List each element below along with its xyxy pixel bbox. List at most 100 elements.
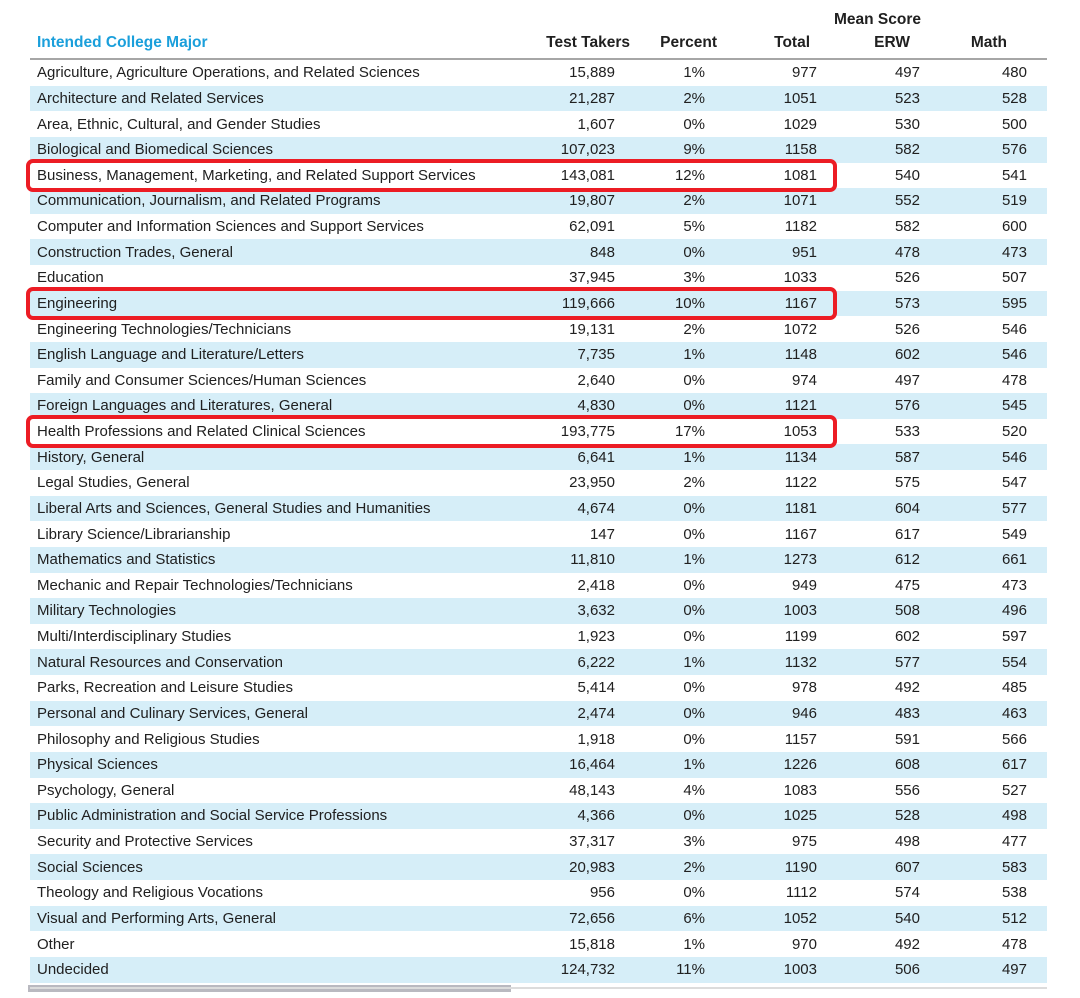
table-row: Social Sciences 20,983 2% 1190 607 583 [30, 854, 1047, 880]
table-row: Engineering Technologies/Technicians 19,… [30, 316, 1047, 342]
major-cell: Liberal Arts and Sciences, General Studi… [37, 499, 431, 517]
major-cell: Computer and Information Sciences and Su… [37, 218, 424, 236]
column-header-test-takers: Test Takers [546, 34, 630, 51]
test-takers-cell: 6,222 [577, 653, 615, 671]
math-cell: 597 [1001, 628, 1027, 646]
erw-cell: 602 [894, 628, 920, 646]
total-cell: 1122 [784, 474, 817, 492]
percent-cell: 10% [674, 294, 705, 312]
table-row: Construction Trades, General 848 0% 951 … [30, 239, 1047, 265]
table-row: Communication, Journalism, and Related P… [30, 188, 1047, 214]
major-cell: Personal and Culinary Services, General [37, 704, 308, 722]
percent-cell: 3% [683, 269, 705, 287]
major-cell: Business, Management, Marketing, and Rel… [37, 166, 476, 184]
erw-cell: 576 [894, 397, 920, 415]
test-takers-cell: 2,640 [577, 371, 615, 389]
column-header-total: Total [774, 34, 810, 51]
math-cell: 478 [1001, 935, 1027, 953]
test-takers-cell: 107,023 [560, 141, 615, 159]
erw-cell: 526 [894, 269, 920, 287]
erw-cell: 575 [894, 474, 920, 492]
test-takers-cell: 3,632 [577, 602, 615, 620]
erw-cell: 478 [894, 243, 920, 261]
major-cell: Education [37, 269, 104, 287]
total-cell: 1003 [783, 602, 817, 620]
percent-cell: 1% [683, 448, 705, 466]
table-row: Architecture and Related Services 21,287… [30, 85, 1047, 112]
percent-cell: 6% [683, 909, 705, 927]
math-cell: 541 [1001, 166, 1027, 184]
total-cell: 1132 [784, 653, 817, 671]
erw-cell: 617 [894, 525, 920, 543]
total-cell: 1190 [784, 858, 817, 876]
test-takers-cell: 2,474 [577, 704, 615, 722]
erw-cell: 602 [894, 346, 920, 364]
major-cell: Undecided [37, 961, 109, 979]
erw-cell: 556 [894, 781, 920, 799]
column-header-row: Intended College Major Test Takers Perce… [30, 31, 1047, 60]
table-row: Philosophy and Religious Studies 1,918 0… [30, 726, 1047, 752]
mean-score-group-header: Mean Score [833, 11, 921, 28]
test-takers-cell: 48,143 [569, 781, 615, 799]
erw-cell: 582 [894, 141, 920, 159]
math-cell: 566 [1001, 730, 1027, 748]
test-takers-cell: 147 [589, 525, 615, 543]
major-cell: Social Sciences [37, 858, 143, 876]
total-cell: 1052 [783, 909, 817, 927]
math-cell: 497 [1001, 961, 1027, 979]
column-header-math: Math [970, 34, 1007, 51]
major-cell: Mathematics and Statistics [37, 551, 216, 569]
table-row: Agriculture, Agriculture Operations, and… [30, 60, 1047, 86]
test-takers-cell: 848 [589, 243, 615, 261]
percent-cell: 2% [683, 858, 705, 876]
math-cell: 547 [1001, 474, 1027, 492]
math-cell: 546 [1001, 448, 1027, 466]
erw-cell: 552 [894, 192, 920, 210]
total-cell: 1112 [785, 884, 817, 902]
major-cell: Psychology, General [37, 781, 175, 799]
percent-cell: 11% [676, 961, 705, 979]
major-cell: Multi/Interdisciplinary Studies [37, 628, 232, 646]
total-cell: 1148 [784, 346, 817, 364]
table-row: Computer and Information Sciences and Su… [30, 214, 1047, 240]
math-cell: 528 [1001, 89, 1027, 107]
math-cell: 512 [1001, 909, 1027, 927]
total-cell: 1053 [783, 423, 817, 441]
math-cell: 477 [1001, 833, 1027, 851]
test-takers-cell: 21,287 [569, 89, 615, 107]
erw-cell: 508 [894, 602, 920, 620]
percent-cell: 9% [683, 141, 705, 159]
math-cell: 554 [1001, 653, 1027, 671]
major-cell: Public Administration and Social Service… [37, 807, 388, 825]
table-row: Public Administration and Social Service… [30, 803, 1047, 829]
total-cell: 977 [791, 64, 817, 82]
test-takers-cell: 2,418 [577, 576, 615, 594]
percent-cell: 0% [683, 371, 705, 389]
major-cell: Theology and Religious Vocations [37, 884, 263, 902]
table-row: Mathematics and Statistics 11,810 1% 127… [30, 546, 1047, 573]
major-cell: Foreign Languages and Literatures, Gener… [37, 397, 333, 415]
percent-cell: 1% [683, 653, 705, 671]
percent-cell: 2% [683, 89, 705, 107]
percent-cell: 1% [683, 346, 705, 364]
erw-cell: 604 [894, 499, 920, 517]
college-major-table: Mean Score Intended College Major Test T… [26, 0, 1047, 983]
total-cell: 1167 [784, 525, 817, 543]
total-cell: 1199 [784, 628, 817, 646]
test-takers-cell: 7,735 [577, 346, 615, 364]
erw-cell: 497 [894, 371, 920, 389]
erw-cell: 577 [894, 653, 920, 671]
table-bottom-border [30, 987, 1047, 989]
table-row: Business, Management, Marketing, and Rel… [26, 159, 1047, 192]
math-cell: 519 [1001, 192, 1027, 210]
test-takers-cell: 23,950 [569, 474, 615, 492]
test-takers-cell: 4,674 [577, 499, 615, 517]
erw-cell: 582 [894, 218, 920, 236]
total-cell: 1157 [784, 730, 817, 748]
test-takers-cell: 5,414 [577, 679, 615, 697]
major-cell: Mechanic and Repair Technologies/Technic… [37, 576, 353, 594]
total-cell: 1029 [783, 115, 817, 133]
erw-cell: 497 [894, 64, 920, 82]
total-cell: 1072 [783, 320, 817, 338]
